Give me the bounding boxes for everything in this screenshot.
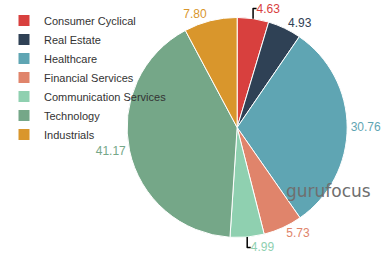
svg-text:4.99: 4.99 — [251, 240, 275, 254]
svg-text:Real Estate: Real Estate — [44, 34, 101, 46]
svg-text:41.17: 41.17 — [96, 144, 126, 158]
svg-text:Healthcare: Healthcare — [44, 53, 97, 65]
svg-text:Financial Services: Financial Services — [44, 72, 134, 84]
svg-text:4.93: 4.93 — [288, 16, 312, 30]
svg-text:Industrials: Industrials — [44, 129, 95, 141]
svg-text:4.63: 4.63 — [257, 2, 281, 16]
svg-text:Communication Services: Communication Services — [44, 91, 166, 103]
svg-text:30.76: 30.76 — [351, 120, 381, 134]
svg-text:Technology: Technology — [44, 110, 100, 122]
svg-text:gurufocus: gurufocus — [286, 181, 371, 201]
svg-text:7.80: 7.80 — [183, 7, 207, 21]
svg-text:5.73: 5.73 — [286, 226, 310, 240]
svg-text:Consumer Cyclical: Consumer Cyclical — [44, 15, 136, 27]
